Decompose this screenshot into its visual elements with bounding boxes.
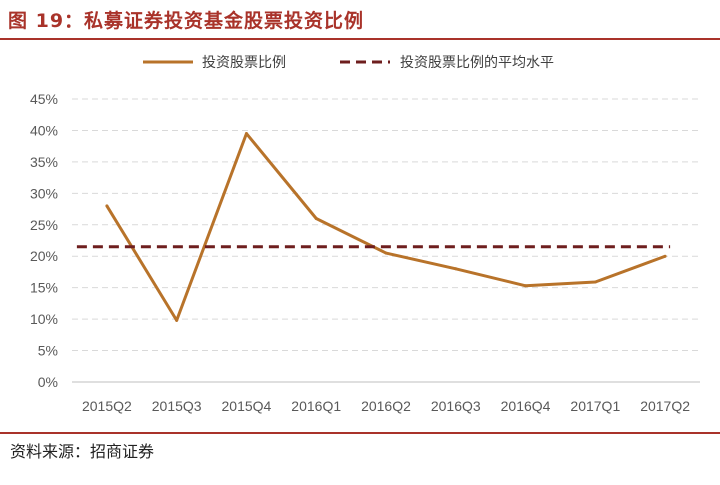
y-tick-label: 25%	[30, 217, 58, 233]
y-tick-label: 0%	[38, 374, 58, 390]
y-tick-label: 20%	[30, 248, 58, 264]
data-point	[244, 132, 248, 136]
x-tick-label: 2016Q4	[501, 398, 551, 414]
x-tick-label: 2016Q2	[361, 398, 411, 414]
series-group	[76, 132, 671, 322]
title-divider	[0, 38, 720, 40]
grid-lines	[72, 98, 700, 383]
legend-label: 投资股票比例	[202, 54, 286, 70]
data-point	[384, 251, 388, 255]
x-tick-label: 2016Q1	[291, 398, 341, 414]
y-tick-label: 45%	[30, 91, 58, 107]
y-tick-label: 15%	[30, 280, 58, 296]
x-tick-label: 2017Q2	[640, 398, 690, 414]
line-chart: 投资股票比例 投资股票比例的平均水平 0% 5% 10% 15% 20% 25% 30% 35%…	[30, 54, 700, 414]
y-axis-ticks: 0% 5% 10% 15% 20% 25% 30% 35% 40% 45%	[30, 91, 58, 390]
x-tick-label: 2016Q3	[431, 398, 481, 414]
source-divider	[0, 432, 720, 434]
title-bar: 图 19：私募证券投资基金股票投资比例	[0, 0, 720, 38]
y-tick-label: 40%	[30, 122, 58, 138]
x-axis-ticks: 2015Q2 2015Q3 2015Q4 2016Q1 2016Q2 2016Q3 2016…	[82, 398, 690, 414]
data-point	[593, 280, 597, 284]
data-point	[314, 216, 318, 220]
legend-label: 投资股票比例的平均水平	[400, 54, 554, 70]
page-title: 图 19：私募证券投资基金股票投资比例	[8, 9, 365, 32]
x-tick-label: 2015Q4	[222, 398, 272, 414]
data-point	[524, 284, 528, 288]
x-tick-label: 2015Q3	[152, 398, 202, 414]
y-tick-label: 10%	[30, 311, 58, 327]
y-tick-label: 30%	[30, 185, 58, 201]
data-point	[105, 204, 109, 208]
y-tick-label: 35%	[30, 154, 58, 170]
legend: 投资股票比例 投资股票比例的平均水平	[143, 54, 554, 70]
chart-area: 投资股票比例 投资股票比例的平均水平 0% 5% 10% 15% 20% 25% 30% 35%…	[0, 40, 720, 432]
data-point	[175, 318, 179, 322]
y-tick-label: 5%	[38, 343, 58, 359]
data-point	[663, 254, 667, 258]
x-tick-label: 2017Q1	[570, 398, 620, 414]
x-tick-label: 2015Q2	[82, 398, 132, 414]
source-note: 资料来源：招商证券	[10, 442, 155, 461]
data-point	[454, 267, 458, 271]
